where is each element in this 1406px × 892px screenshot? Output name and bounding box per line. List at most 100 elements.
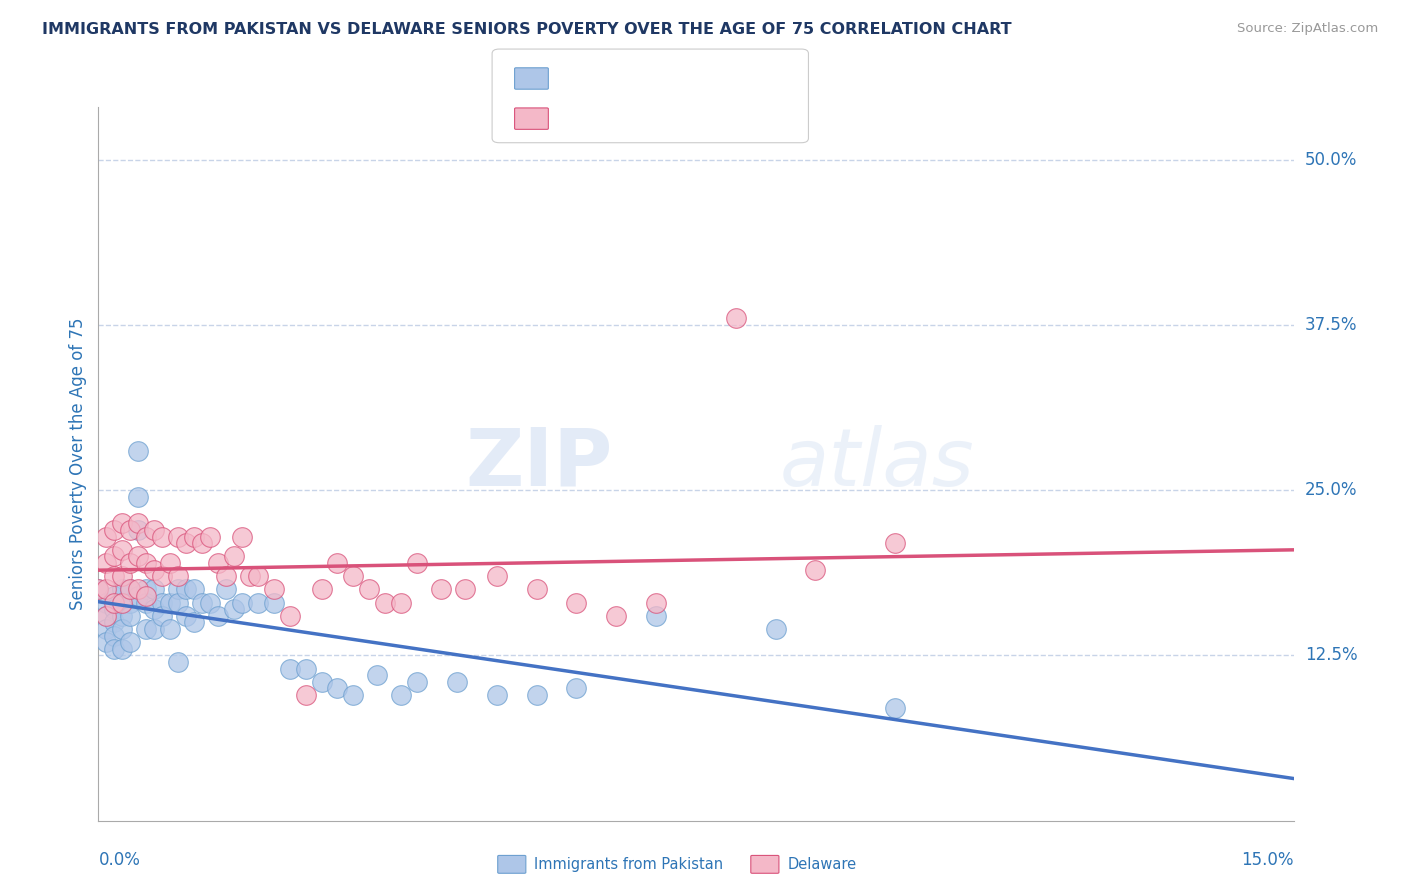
Point (96, 635, 118, 649)
Point (326, 681, 349, 696)
Text: 15.0%: 15.0% (1241, 851, 1294, 869)
Point (103, 629, 125, 643)
Point (183, 529, 205, 543)
Point (111, 641, 134, 656)
Point (406, 674, 429, 689)
Point (143, 602, 166, 616)
Point (111, 596, 134, 610)
Point (389, 688, 412, 702)
Point (127, 582, 149, 597)
Point (96, 622, 118, 636)
Text: R = -0.174   N = 63: R = -0.174 N = 63 (558, 71, 702, 86)
Text: Immigrants from Pakistan: Immigrants from Pakistan (534, 857, 724, 871)
Point (167, 596, 190, 610)
Point (198, 596, 221, 610)
Point (294, 662, 316, 676)
Point (159, 556, 181, 570)
Point (135, 556, 157, 570)
Point (120, 582, 142, 597)
Point (111, 582, 134, 597)
Point (485, 688, 508, 702)
Point (239, 569, 262, 583)
Point (231, 596, 253, 610)
Point (246, 569, 269, 583)
Point (174, 536, 197, 550)
Point (342, 569, 364, 583)
Point (143, 622, 166, 636)
Point (127, 490, 149, 504)
Text: IMMIGRANTS FROM PAKISTAN VS DELAWARE SENIORS POVERTY OVER THE AGE OF 75 CORRELAT: IMMIGRANTS FROM PAKISTAN VS DELAWARE SEN… (42, 22, 1012, 37)
Point (430, 582, 453, 597)
Point (120, 582, 142, 597)
Point (103, 549, 125, 564)
Point (111, 608, 134, 623)
Point (96, 556, 118, 570)
Text: 37.5%: 37.5% (1305, 316, 1357, 334)
Point (215, 582, 238, 597)
Point (191, 596, 214, 610)
Point (127, 589, 149, 603)
Point (120, 608, 142, 623)
Point (311, 674, 333, 689)
Point (246, 596, 269, 610)
Point (884, 701, 907, 715)
Point (150, 596, 173, 610)
Point (167, 582, 190, 597)
Point (96, 608, 118, 623)
Point (103, 589, 125, 603)
Point (127, 516, 149, 531)
Point (645, 608, 668, 623)
Point (103, 596, 125, 610)
Point (174, 608, 197, 623)
Point (135, 582, 157, 597)
Text: 0.0%: 0.0% (98, 851, 141, 869)
Point (526, 582, 548, 597)
Point (342, 688, 364, 702)
Point (263, 582, 285, 597)
Text: 50.0%: 50.0% (1305, 151, 1357, 169)
Point (127, 443, 149, 458)
Text: atlas: atlas (779, 425, 974, 503)
Point (645, 596, 668, 610)
Point (263, 596, 285, 610)
Text: 12.5%: 12.5% (1305, 647, 1357, 665)
Point (278, 662, 301, 676)
Point (111, 596, 134, 610)
Point (207, 608, 229, 623)
Point (127, 549, 149, 564)
Point (804, 563, 827, 577)
Point (103, 602, 125, 616)
Point (183, 582, 205, 597)
Text: R = 0.408   N = 59: R = 0.408 N = 59 (558, 112, 696, 126)
Point (103, 569, 125, 583)
Point (150, 569, 173, 583)
Point (446, 674, 468, 689)
Point (207, 556, 229, 570)
Point (326, 556, 349, 570)
Point (183, 615, 205, 630)
Point (120, 635, 142, 649)
Point (127, 523, 149, 537)
Point (231, 529, 253, 543)
Point (565, 681, 588, 696)
Point (167, 655, 190, 669)
Point (222, 602, 245, 616)
Point (374, 596, 396, 610)
Point (111, 622, 134, 636)
Point (96, 582, 118, 597)
Text: Source: ZipAtlas.com: Source: ZipAtlas.com (1237, 22, 1378, 36)
Point (135, 622, 157, 636)
Point (222, 549, 245, 564)
Point (159, 622, 181, 636)
Text: Delaware: Delaware (787, 857, 856, 871)
Point (111, 542, 134, 557)
Point (103, 615, 125, 630)
Point (103, 523, 125, 537)
Point (96, 596, 118, 610)
Point (103, 641, 125, 656)
Point (120, 596, 142, 610)
Point (87, 582, 110, 597)
Point (135, 529, 157, 543)
Point (605, 608, 627, 623)
Point (120, 556, 142, 570)
